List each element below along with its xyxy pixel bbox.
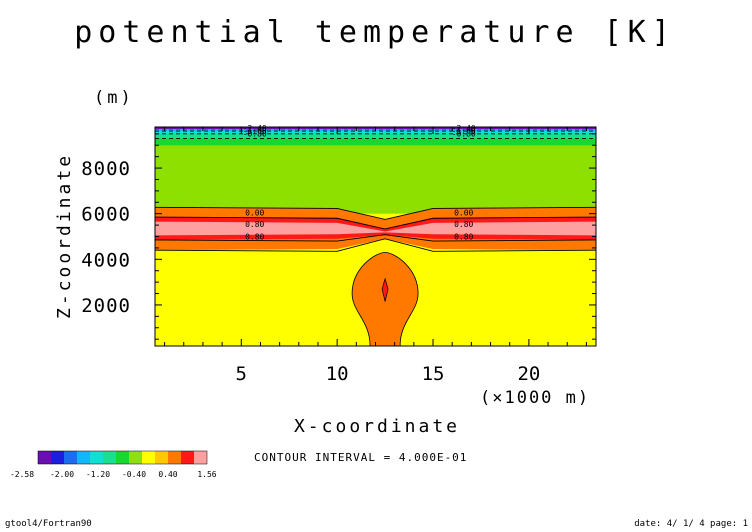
contour-label-0-2: -0.80 (243, 129, 267, 138)
y-tick-label-2000: 2000 (81, 295, 131, 317)
colorbar-swatch-11 (181, 451, 194, 464)
colorbar-swatch-2 (64, 451, 77, 464)
colorbar-swatch-5 (103, 451, 116, 464)
x-tick-label-10: 10 (326, 363, 349, 385)
footer-right: date: 4/ 1/ 4 page: 1 (634, 519, 748, 529)
colorbar-swatch-6 (116, 451, 129, 464)
chart-title: potential temperature [K] (74, 15, 676, 50)
colorbar-frame (37, 450, 208, 465)
fill-top-green (155, 138, 596, 146)
y-tick-label-8000: 8000 (81, 158, 131, 180)
contour-label-0-4: 0.80 (245, 220, 264, 229)
fill-top-teal (155, 131, 596, 134)
colorbar-swatch-12 (194, 451, 207, 464)
contour-label-1-5: 0.80 (454, 233, 473, 242)
contour-label-0-5: 0.80 (245, 233, 264, 242)
colorbar-swatch-1 (51, 451, 64, 464)
colorbar-label-4: 0.40 (158, 470, 177, 479)
contour-label-1-1: -1.60 (452, 126, 476, 135)
colorbar (37, 450, 208, 465)
contour-label-1-0: -2.40 (452, 124, 476, 133)
contour-label-0-1: -1.60 (243, 126, 267, 135)
colorbar-swatch-10 (168, 451, 181, 464)
colorbar-swatch-3 (77, 451, 90, 464)
colorbar-label-5: 1.56 (197, 470, 216, 479)
contour-line-0.80-lower (154, 234, 597, 242)
x-unit-label: (×1000 m) (480, 388, 590, 408)
fill-inversion-pink (155, 221, 596, 236)
colorbar-swatch-9 (155, 451, 168, 464)
y-tick-label-4000: 4000 (81, 249, 131, 271)
contour-line-0.00 (154, 206, 597, 220)
contour-label-1-4: 0.80 (454, 220, 473, 229)
colorbar-swatch-8 (142, 451, 155, 464)
x-tick-label-15: 15 (422, 363, 445, 385)
contour-interval-text: CONTOUR INTERVAL = 4.000E-01 (254, 451, 467, 464)
contour-line-0.80-upper (154, 216, 597, 230)
x-tick-label-20: 20 (517, 363, 540, 385)
x-axis-label: X-coordinate (294, 416, 460, 437)
colorbar-label-2: -1.20 (86, 470, 110, 479)
y-unit-label: (m) (94, 88, 134, 108)
contour-label-0-3: 0.00 (245, 209, 264, 218)
colorbar-label-0: -2.58 (10, 470, 34, 479)
y-axis-label: Z-coordinate (54, 153, 75, 319)
plot-area: -2.40-1.60-0.800.000.800.80-2.40-1.60-0.… (154, 124, 597, 347)
colorbar-swatch-7 (129, 451, 142, 464)
colorbar-label-3: -0.40 (122, 470, 146, 479)
fill-top-seagreen (155, 133, 596, 139)
colorbar-swatch-0 (38, 451, 51, 464)
footer-left: gtool4/Fortran90 (5, 519, 92, 529)
contour-label-1-2: -0.80 (452, 129, 476, 138)
contour-line-0.40 (154, 238, 597, 252)
fill-bubble-core (381, 277, 389, 302)
y-tick-label-6000: 6000 (81, 204, 131, 226)
x-tick-label-5: 5 (236, 363, 247, 385)
colorbar-label-1: -2.00 (50, 470, 74, 479)
colorbar-swatch-4 (90, 451, 103, 464)
contour-label-0-0: -2.40 (243, 124, 267, 133)
contour-label-1-3: 0.00 (454, 209, 473, 218)
